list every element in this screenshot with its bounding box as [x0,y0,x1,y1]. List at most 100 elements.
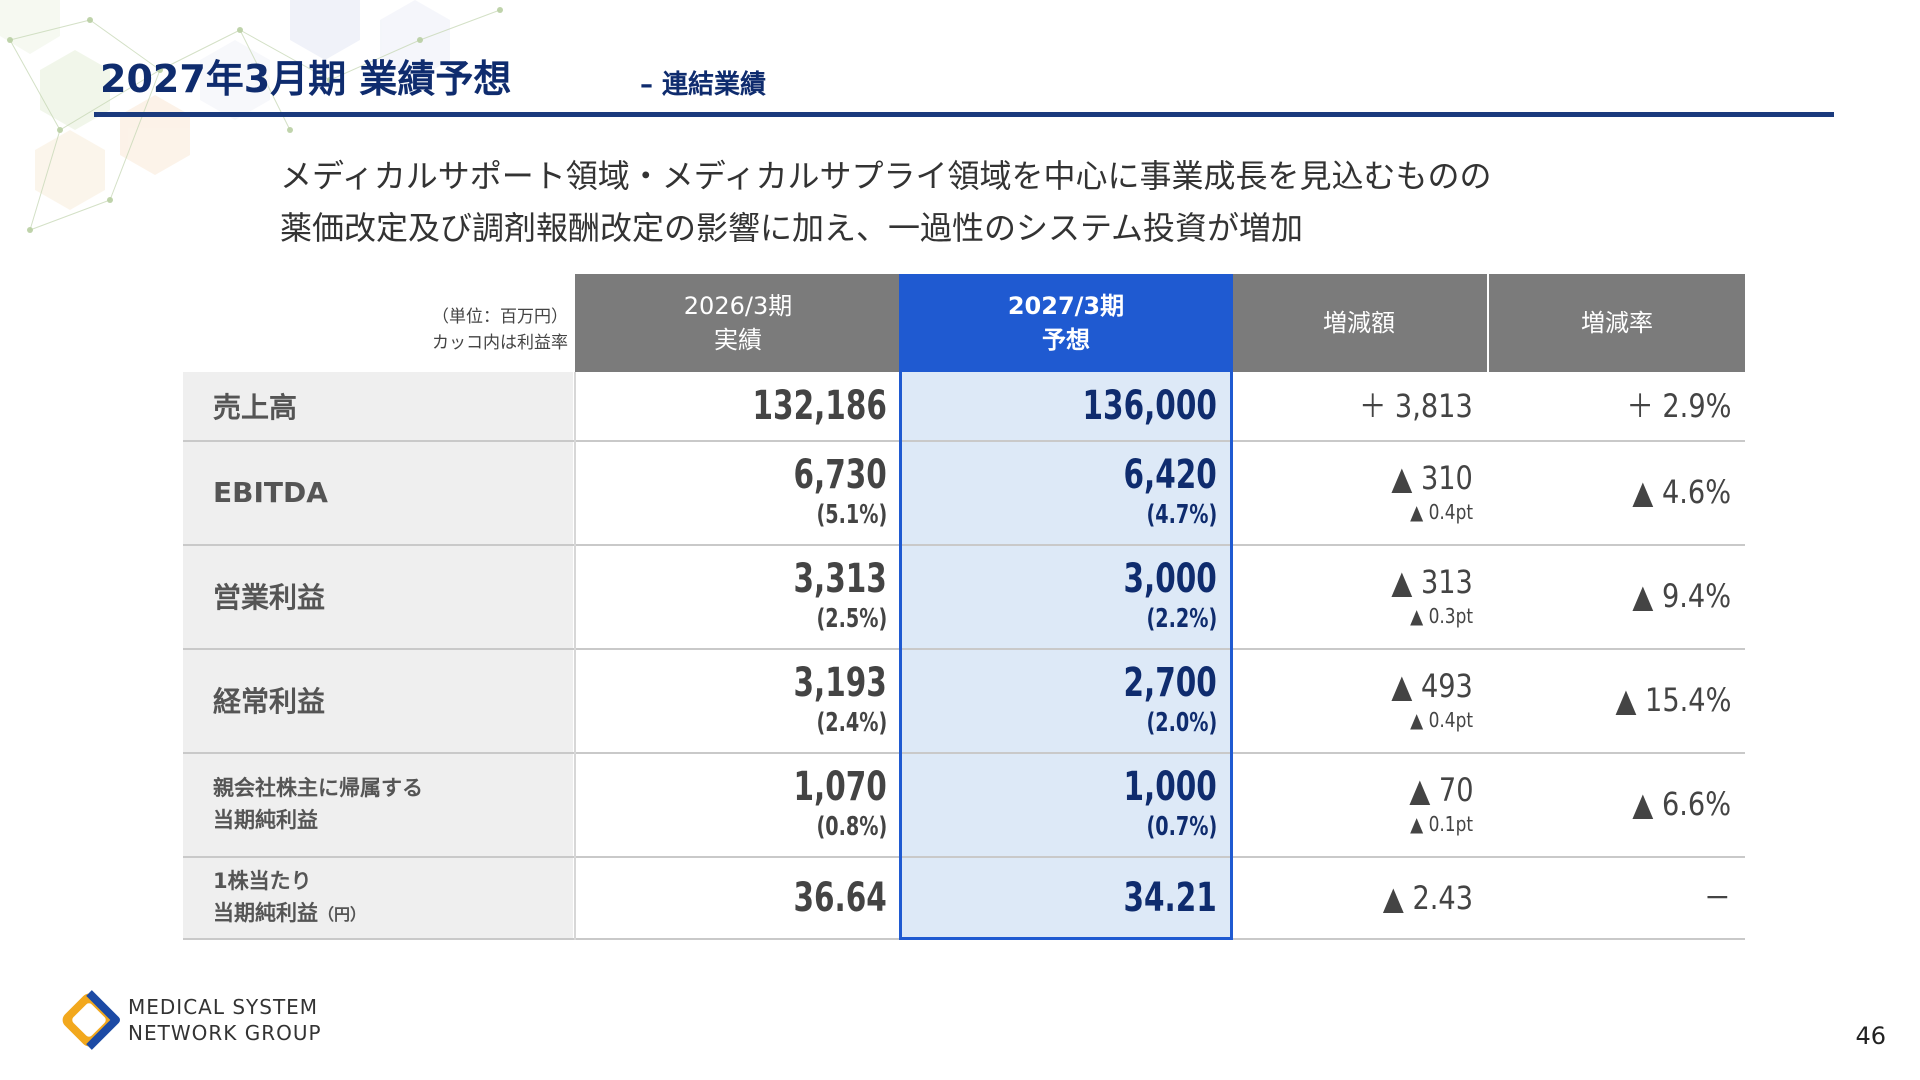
unit-note: （単位：百万円） カッコ内は利益率 [183,304,568,356]
lead-line-2: 薬価改定及び調剤報酬改定の影響に加え、一過性のシステム投資が増加 [280,209,1304,247]
title-area: 2027年3月期 業績予想 – 連結業績 [100,40,1840,110]
value: 36.64 [793,875,887,921]
value: 136,000 [1082,383,1217,429]
value: ▲ 6.6% [1632,785,1731,823]
margin: (2.0%) [1146,708,1217,738]
row-label-line-2-text: 当期純利益 [213,901,318,925]
value: 3,193 [793,660,887,706]
row-label-net-income: 親会社株主に帰属する 当期純利益 [183,752,573,856]
value: ▲ 313 [1391,563,1473,601]
header-actual-line-1: 2026/3期 [683,292,793,320]
margin-diff: ▲ 0.4pt [1410,500,1473,524]
header-diff-label: 増減額 [1323,309,1395,337]
cell-forecast-ordinary-income: 2,700 (2.0%) [901,648,1231,752]
value: ▲ 4.6% [1632,473,1731,511]
lead-text: メディカルサポート領域・メディカルサプライ領域を中心に事業成長を見込むものの 薬… [280,150,1680,254]
company-logo-icon [62,990,120,1050]
row-label-unit: （円） [318,905,367,924]
cell-diff-ordinary-income: ▲ 493 ▲ 0.4pt [1231,648,1487,752]
row-divider [183,544,1745,546]
row-label-text: 営業利益 [213,581,326,614]
cell-rate-net-income: ▲ 6.6% [1487,752,1745,856]
header-rate-label: 増減率 [1581,309,1653,337]
value: ＋ 3,813 [1359,387,1473,425]
header-forecast-line-2: 予想 [1042,326,1090,354]
header-forecast: 2027/3期 予想 [901,274,1231,372]
cell-forecast-net-income: 1,000 (0.7%) [901,752,1231,856]
value: ▲ 70 [1408,771,1473,809]
row-label-line-2: 当期純利益 [213,808,318,832]
value: ▲ 493 [1391,667,1473,705]
unit-note-line-2: カッコ内は利益率 [432,333,568,353]
logo-line-2: NETWORK GROUP [128,1021,322,1045]
logo-line-1: MEDICAL SYSTEM [128,995,319,1019]
cell-diff-net-income: ▲ 70 ▲ 0.1pt [1231,752,1487,856]
value: ▲ 15.4% [1615,681,1731,719]
cell-actual-operating-income: 3,313 (2.5%) [575,544,901,648]
margin-diff: ▲ 0.3pt [1410,604,1473,628]
page-subtitle: – 連結業績 [640,70,767,100]
unit-note-line-1: （単位：百万円） [432,307,568,327]
cell-rate-operating-income: ▲ 9.4% [1487,544,1745,648]
row-label-text: EBITDA [213,475,328,509]
value: ▲ 9.4% [1632,577,1731,615]
value: ＋ 2.9% [1626,387,1731,425]
cell-actual-ebitda: 6,730 (5.1%) [575,440,901,544]
cell-rate-ebitda: ▲ 4.6% [1487,440,1745,544]
header-forecast-line-1: 2027/3期 [1007,292,1125,320]
page-title: 2027年3月期 業績予想 [100,57,512,101]
header-diff: 増減額 [1231,274,1487,372]
cell-actual-ordinary-income: 3,193 (2.4%) [575,648,901,752]
cell-rate-sales: ＋ 2.9% [1487,372,1745,440]
value: ▲ 2.43 [1382,879,1473,917]
company-logo-text: MEDICAL SYSTEM NETWORK GROUP [128,994,322,1046]
row-label-line-1: 1株当たり [213,869,312,893]
margin: (5.1%) [816,500,887,530]
row-divider [183,440,1745,442]
value: 1,000 [1123,764,1217,810]
forecast-table: （単位：百万円） カッコ内は利益率 2026/3期 実績 2027/3期 予想 … [183,274,1745,940]
value: 1,070 [793,764,887,810]
header-actual-line-2: 実績 [714,326,762,354]
cell-forecast-sales: 136,000 [901,372,1231,440]
row-label-text: 売上高 [213,391,298,424]
value: 3,313 [793,556,887,602]
margin: (4.7%) [1146,500,1217,530]
margin: (2.2%) [1146,604,1217,634]
cell-actual-net-income: 1,070 (0.8%) [575,752,901,856]
cell-rate-eps: － [1487,856,1745,940]
row-label-ordinary-income: 経常利益 [183,648,573,752]
row-label-eps: 1株当たり 当期純利益（円） [183,856,573,940]
cell-rate-ordinary-income: ▲ 15.4% [1487,648,1745,752]
value: 2,700 [1123,660,1217,706]
title-underline [94,112,1834,117]
row-label-operating-income: 営業利益 [183,544,573,648]
margin-diff: ▲ 0.4pt [1410,708,1473,732]
row-divider [183,648,1745,650]
value: 34.21 [1123,875,1217,921]
row-label-ebitda: EBITDA [183,440,573,544]
cell-forecast-ebitda: 6,420 (4.7%) [901,440,1231,544]
header-rate: 増減率 [1487,274,1745,372]
table-bottom-rule [183,938,1745,940]
cell-actual-eps: 36.64 [575,856,901,940]
value: 132,186 [752,383,887,429]
value: 6,420 [1123,452,1217,498]
value: 3,000 [1123,556,1217,602]
value: － [1703,879,1731,917]
forecast-column-bg [901,372,1231,940]
margin: (0.8%) [816,812,887,842]
row-divider [183,752,1745,754]
row-divider [183,856,1745,858]
row-label-text: 経常利益 [213,685,326,718]
column-divider [574,372,576,940]
margin: (0.7%) [1146,812,1217,842]
header-actual: 2026/3期 実績 [575,274,901,372]
margin: (2.5%) [816,604,887,634]
row-label-line-2: 当期純利益（円） [213,897,573,931]
lead-line-1: メディカルサポート領域・メディカルサプライ領域を中心に事業成長を見込むものの [280,157,1492,195]
cell-diff-operating-income: ▲ 313 ▲ 0.3pt [1231,544,1487,648]
value: ▲ 310 [1391,459,1473,497]
row-label-line-1: 親会社株主に帰属する [213,776,423,800]
